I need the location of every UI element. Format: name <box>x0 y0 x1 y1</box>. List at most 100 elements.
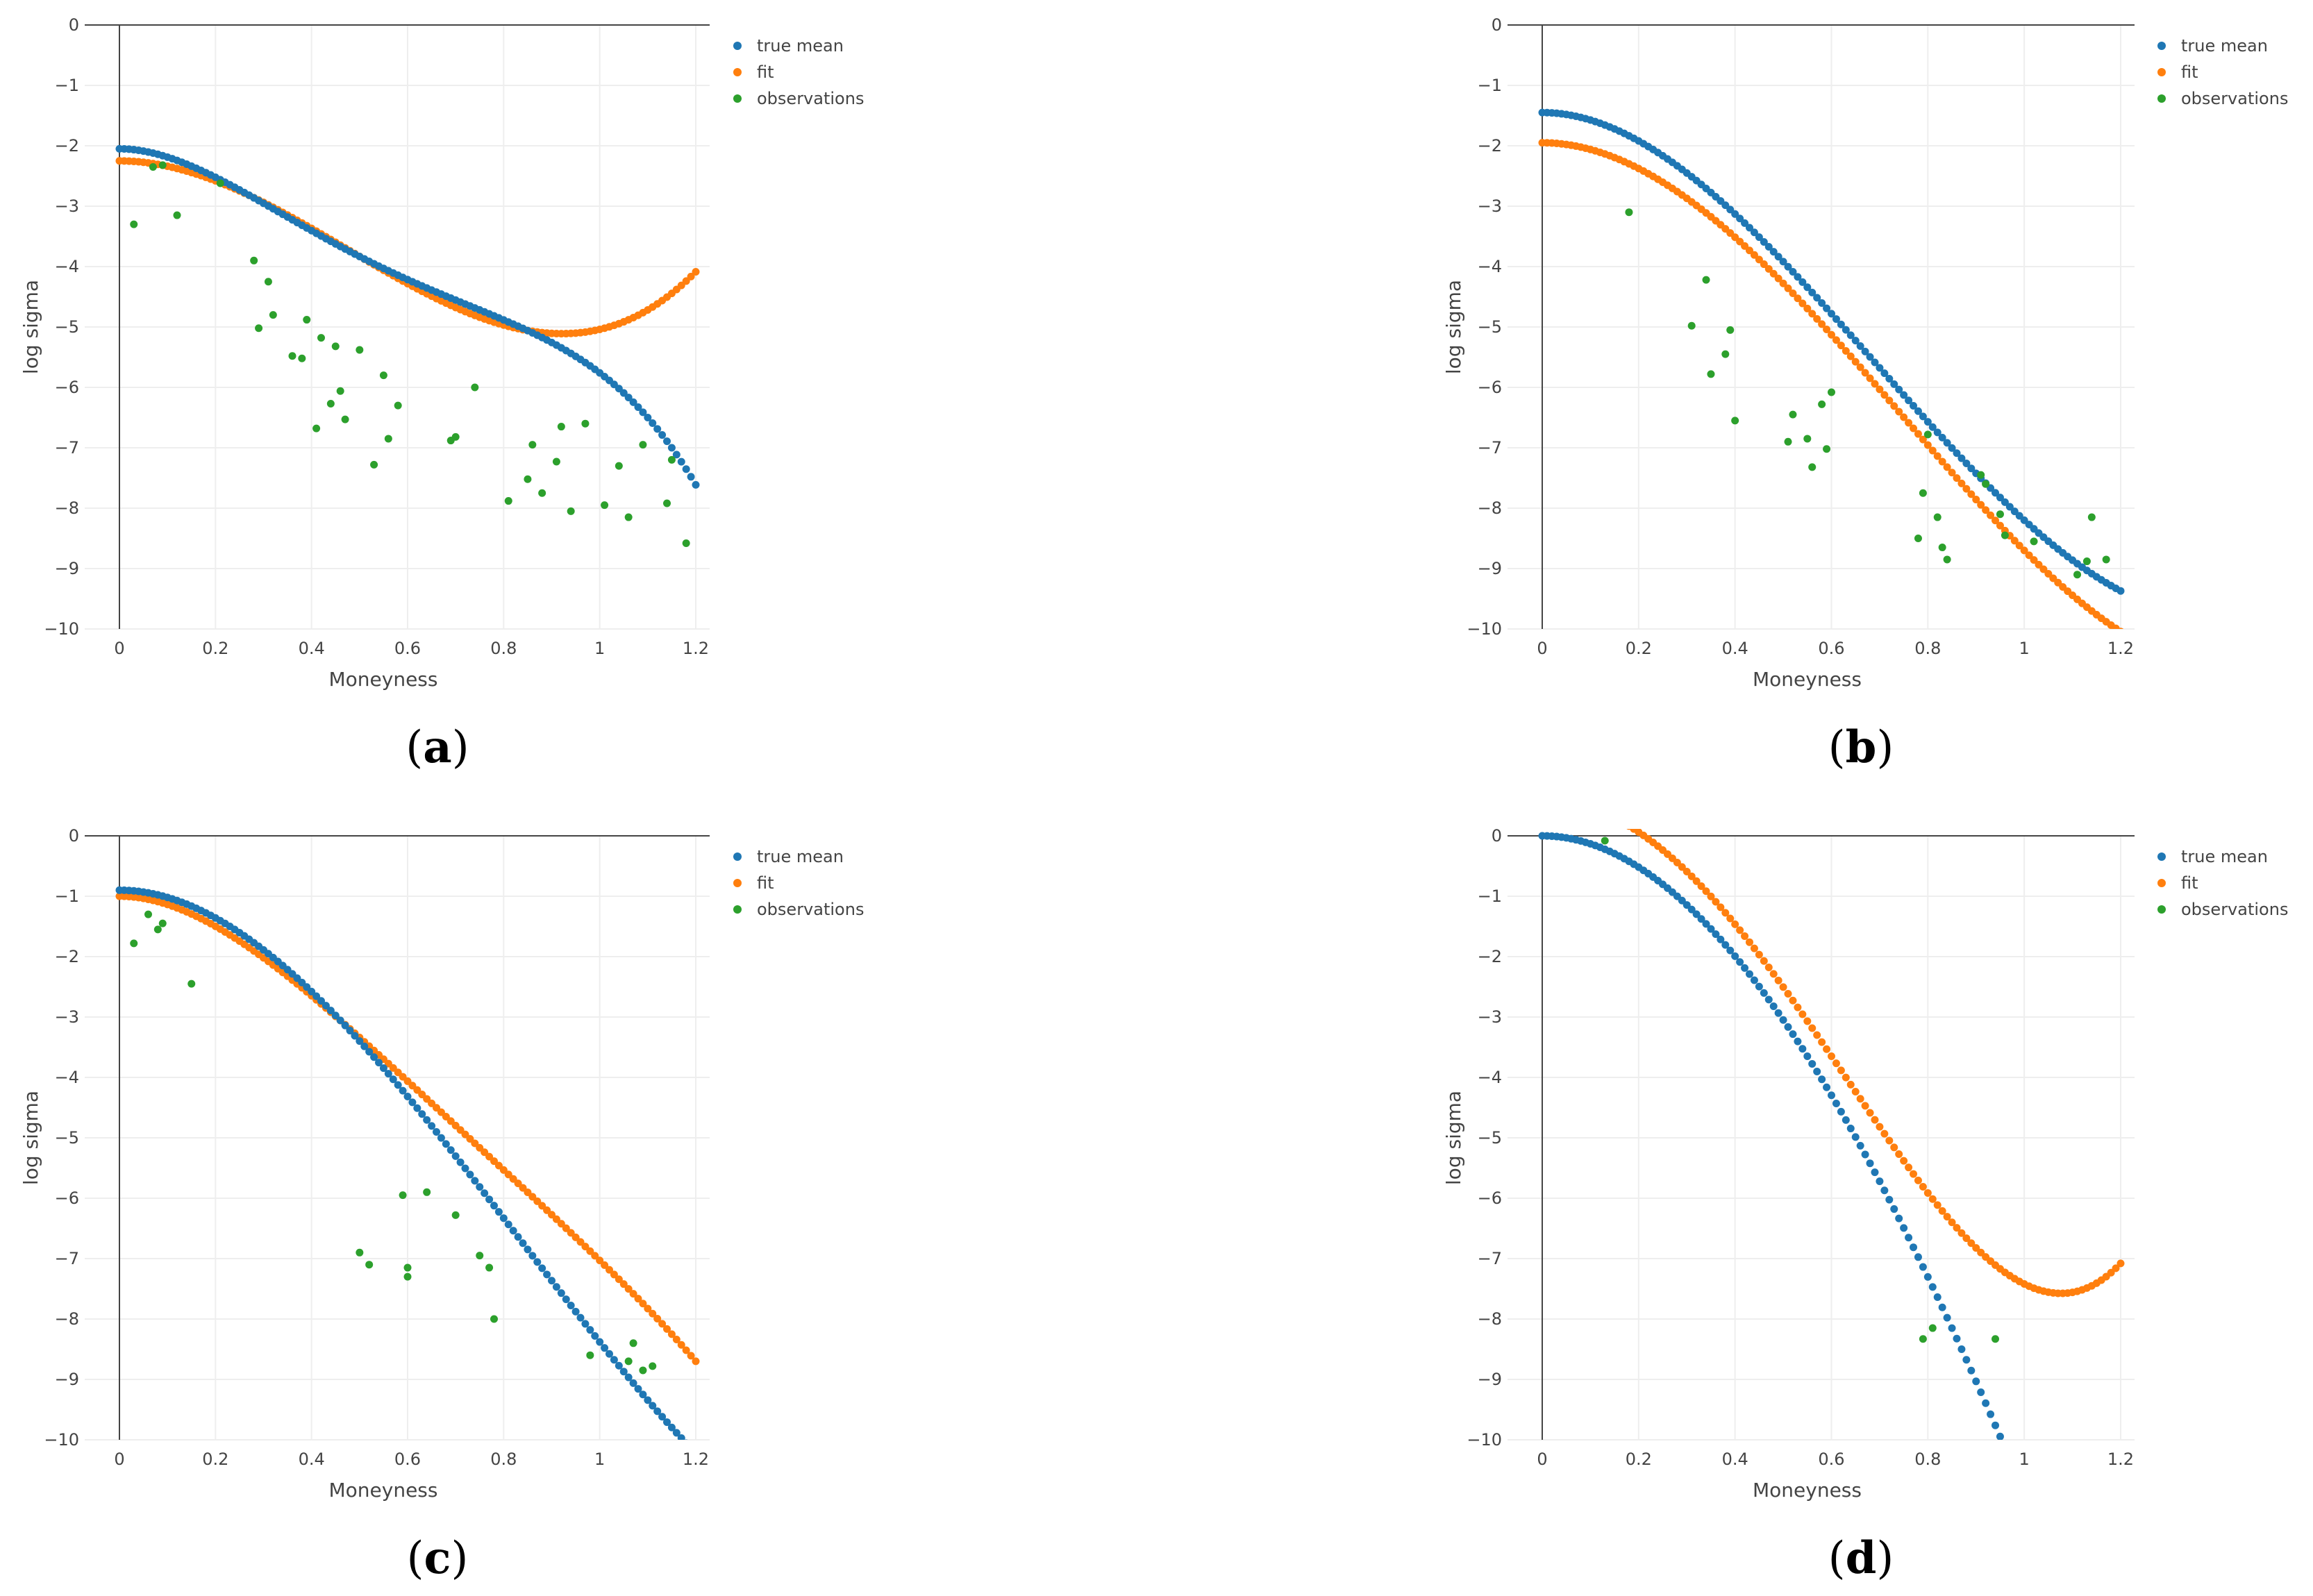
fit-point <box>1779 983 1787 991</box>
observation-point <box>490 1315 498 1323</box>
observation-point <box>629 1339 637 1347</box>
fit-point <box>1943 463 1951 471</box>
fit-point <box>1866 374 1874 383</box>
fit-point <box>1750 944 1758 952</box>
observation-point <box>158 161 167 169</box>
true-mean-point <box>1842 326 1850 334</box>
observation-point <box>1687 321 1696 330</box>
fit-point <box>1938 457 1946 466</box>
fit-point <box>1808 1024 1817 1032</box>
fit-point <box>2035 560 2043 569</box>
observation-point <box>2073 571 2082 579</box>
fit-point <box>591 1252 599 1260</box>
observation-point <box>1625 208 1633 217</box>
legend-item[interactable]: fit <box>733 62 774 82</box>
fit-point <box>1967 490 1976 498</box>
fit-point <box>1712 898 1720 906</box>
legend-item[interactable]: true mean <box>2157 36 2268 56</box>
true-mean-point <box>624 1373 633 1381</box>
fit-point <box>606 1266 613 1274</box>
true-mean-point <box>1991 1421 2000 1429</box>
legend-item[interactable]: observations <box>2157 89 2288 108</box>
fit-point <box>663 1325 671 1333</box>
fit-point <box>1957 1229 1966 1237</box>
legend-label: observations <box>757 89 864 108</box>
observation-point <box>1803 435 1812 443</box>
observation-point <box>2082 557 2091 566</box>
y-tick-label: −10 <box>1467 619 1502 639</box>
true-mean-point <box>403 1092 412 1100</box>
fit-point <box>466 1135 474 1143</box>
y-axis-title: log sigma <box>1442 1091 1465 1185</box>
fit-point <box>1682 868 1691 876</box>
fit-point <box>672 1335 680 1343</box>
true-mean-point <box>494 1208 503 1216</box>
legend-item[interactable]: fit <box>733 873 774 893</box>
observation-point <box>288 352 297 360</box>
true-mean-point <box>1871 358 1879 367</box>
legend-item[interactable]: observations <box>2157 900 2288 919</box>
y-tick-label: −9 <box>55 1370 79 1389</box>
observation-point <box>1726 326 1735 334</box>
fit-point <box>2039 565 2048 573</box>
observation-point <box>1928 1324 1937 1332</box>
true-mean-point <box>624 394 633 402</box>
legend-item[interactable]: true mean <box>2157 847 2268 866</box>
x-tick-label: 0 <box>114 1450 124 1469</box>
fit-point <box>649 1309 657 1318</box>
observation-point <box>1702 276 1710 284</box>
true-mean-point <box>389 1075 397 1084</box>
true-mean-point <box>1687 905 1696 914</box>
fit-point <box>1818 1038 1826 1046</box>
fit-point <box>562 1224 570 1232</box>
legend-label: fit <box>757 873 774 893</box>
legend-item[interactable]: fit <box>2157 873 2198 893</box>
true-mean-point <box>1842 1116 1850 1124</box>
true-mean-point <box>639 1391 647 1399</box>
fit-point <box>1851 358 1860 366</box>
panel-d: 0 −1 −2 −3 −4 −5 −6 −7 −8 −9 −10 0 0.2 0.4 0.6 0.8 1 1.2 M… <box>1442 826 2288 1502</box>
true-mean-point <box>1846 331 1855 339</box>
true-mean-point <box>1900 391 1908 399</box>
legend: true mean fit observations <box>733 36 864 108</box>
observation-point <box>149 162 157 171</box>
observation-point <box>624 1357 633 1366</box>
true-mean-point <box>514 1233 522 1241</box>
y-tick-label: −2 <box>1478 947 1502 966</box>
fit-point <box>1813 314 1821 323</box>
true-mean-point <box>667 1423 676 1431</box>
true-mean-point <box>1910 401 1918 410</box>
true-mean-point <box>1977 1388 1985 1396</box>
true-mean-point <box>2005 503 2014 511</box>
y-tick-label: 0 <box>1492 15 1502 35</box>
fit-point <box>2015 541 2023 550</box>
true-mean-point <box>663 437 671 446</box>
true-mean-point <box>1910 1243 1918 1252</box>
true-mean-point <box>1707 925 1715 933</box>
legend-item[interactable]: true mean <box>733 847 844 866</box>
true-mean-point <box>394 1081 402 1089</box>
legend-item[interactable]: observations <box>733 89 864 108</box>
fit-point <box>601 1261 609 1269</box>
true-mean-point <box>1900 1224 1908 1232</box>
panel-label-b: (b) <box>1828 721 1894 773</box>
fit-point <box>418 1091 426 1099</box>
true-mean-point <box>466 1170 474 1179</box>
fit-point <box>692 1357 700 1366</box>
fit-point <box>543 1206 551 1214</box>
fit-point <box>1943 1213 1951 1221</box>
legend-item[interactable]: fit <box>2157 62 2198 82</box>
legend-item[interactable]: true mean <box>733 36 844 56</box>
y-axis-title: log sigma <box>1442 280 1465 374</box>
x-tick-label: 1 <box>2019 639 2030 658</box>
legend-item[interactable]: observations <box>733 900 864 919</box>
panel-label-d: (d) <box>1828 1532 1894 1584</box>
true-mean-point <box>433 1127 440 1136</box>
fit-point <box>533 1197 542 1205</box>
true-mean-point <box>1948 1324 1956 1332</box>
fit-point <box>1789 289 1797 297</box>
observation-point <box>2030 537 2038 546</box>
plot-area <box>115 886 700 1440</box>
fit-point <box>1784 284 1792 292</box>
